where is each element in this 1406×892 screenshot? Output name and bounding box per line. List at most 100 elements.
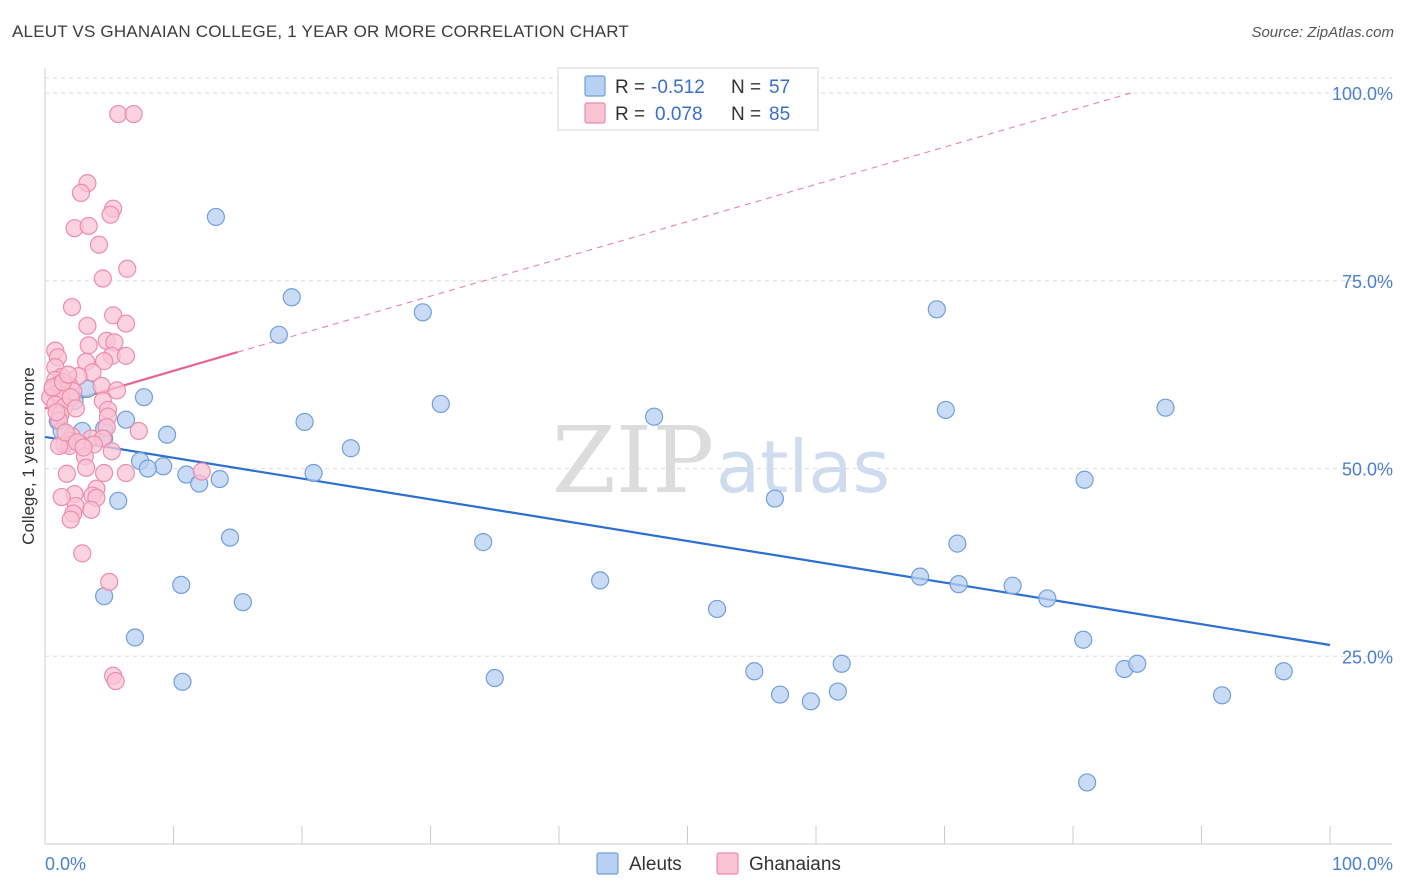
point-ghanaians-72 xyxy=(73,544,92,563)
point-aleuts-20 xyxy=(220,528,240,547)
point-aleuts-24 xyxy=(295,412,314,432)
point-aleuts-21 xyxy=(233,593,252,612)
point-aleuts-25 xyxy=(304,463,323,483)
trend-lines xyxy=(44,92,1331,647)
series-legend-swatch-aleuts xyxy=(596,852,619,875)
point-aleuts-39 xyxy=(832,654,851,673)
series-legend: Aleuts Ghanaians xyxy=(596,852,841,875)
point-aleuts-36 xyxy=(770,685,790,704)
point-aleuts-47 xyxy=(1075,470,1094,489)
point-aleuts-28 xyxy=(431,394,450,414)
point-aleuts-53 xyxy=(1212,686,1232,705)
point-ghanaians-12 xyxy=(104,306,123,325)
series-legend-label-aleuts: Aleuts xyxy=(629,854,682,875)
point-ghanaians-0 xyxy=(109,104,128,124)
chart-title: ALEUT VS GHANAIAN COLLEGE, 1 YEAR OR MOR… xyxy=(12,22,630,41)
legend-n-value-aleuts: 57 xyxy=(769,77,790,98)
point-aleuts-55 xyxy=(138,459,157,478)
legend-r-value-ghanaians: 0.078 xyxy=(655,104,703,125)
point-aleuts-54 xyxy=(1274,662,1293,681)
point-ghanaians-19 xyxy=(116,346,136,365)
point-aleuts-9 xyxy=(116,410,136,429)
point-aleuts-29 xyxy=(474,533,493,552)
tick-labels: 25.0% 50.0% 75.0% 100.0% 0.0% 100.0% xyxy=(45,84,1393,874)
point-ghanaians-62 xyxy=(57,464,76,483)
point-aleuts-35 xyxy=(765,489,784,508)
point-aleuts-48 xyxy=(1074,630,1093,649)
point-ghanaians-56 xyxy=(102,442,121,461)
point-aleuts-37 xyxy=(801,692,820,711)
point-ghanaians-73 xyxy=(100,572,119,592)
point-ghanaians-83 xyxy=(47,403,66,422)
legend-swatch-aleuts xyxy=(584,75,606,97)
x-tick-label-0: 0.0% xyxy=(45,854,86,874)
point-aleuts-34 xyxy=(745,662,764,681)
point-ghanaians-3 xyxy=(71,183,91,202)
point-ghanaians-60 xyxy=(116,463,136,483)
point-aleuts-19 xyxy=(206,207,226,227)
trend-line-aleuts xyxy=(44,435,1331,647)
point-aleuts-38 xyxy=(828,682,847,701)
point-aleuts-33 xyxy=(707,599,727,619)
y-tick-label-75: 75.0% xyxy=(1342,272,1393,292)
legend-swatch-ghanaians xyxy=(584,102,606,124)
legend-n-label-ghanaians: N = xyxy=(731,104,761,125)
point-aleuts-26 xyxy=(341,439,360,458)
point-aleuts-44 xyxy=(949,575,968,594)
point-ghanaians-69 xyxy=(82,500,101,519)
point-ghanaians-13 xyxy=(78,316,97,335)
point-ghanaians-79 xyxy=(66,399,85,418)
point-ghanaians-58 xyxy=(77,458,96,477)
point-ghanaians-7 xyxy=(79,216,98,236)
point-aleuts-49 xyxy=(1078,773,1097,792)
stats-legend: R = -0.512 N = 57 R = 0.078 N = 85 xyxy=(557,67,819,131)
point-ghanaians-35 xyxy=(107,381,127,400)
source-credit: Source: ZipAtlas.com xyxy=(1251,24,1394,41)
point-aleuts-15 xyxy=(172,575,191,595)
point-aleuts-51 xyxy=(1128,654,1147,673)
point-aleuts-32 xyxy=(644,407,664,426)
point-aleuts-31 xyxy=(591,571,610,590)
point-aleuts-10 xyxy=(125,628,145,647)
point-aleuts-30 xyxy=(485,668,504,688)
point-aleuts-11 xyxy=(134,388,154,407)
legend-n-value-ghanaians: 85 xyxy=(769,104,790,125)
point-ghanaians-11 xyxy=(62,297,82,317)
y-tick-label-25: 25.0% xyxy=(1342,647,1393,667)
watermark-zip: ZIP xyxy=(552,407,714,514)
point-ghanaians-65 xyxy=(52,487,71,507)
point-ghanaians-82 xyxy=(74,438,93,457)
watermark-atlas: atlas xyxy=(716,425,890,509)
point-aleuts-22 xyxy=(269,325,288,344)
point-aleuts-45 xyxy=(1003,576,1022,595)
legend-r-label-ghanaians: R = xyxy=(615,104,645,125)
trend-extension-ghanaians xyxy=(237,92,1131,353)
point-aleuts-18 xyxy=(210,469,229,489)
point-ghanaians-23 xyxy=(95,352,114,371)
data-points xyxy=(41,104,1293,792)
series-legend-swatch-ghanaians xyxy=(716,852,739,875)
y-axis-label: College, 1 year or more xyxy=(19,367,38,545)
point-aleuts-27 xyxy=(413,303,432,322)
x-tick-label-100: 100.0% xyxy=(1332,854,1393,874)
point-ghanaians-8 xyxy=(89,235,109,254)
point-ghanaians-31 xyxy=(92,376,111,396)
point-aleuts-41 xyxy=(927,300,946,319)
y-tick-label-100: 100.0% xyxy=(1332,84,1393,104)
axes xyxy=(44,68,1392,845)
legend-n-label-aleuts: N = xyxy=(731,77,761,98)
series-legend-label-ghanaians: Ghanaians xyxy=(749,854,841,875)
point-aleuts-42 xyxy=(936,400,955,420)
point-aleuts-52 xyxy=(1156,398,1175,417)
point-ghanaians-75 xyxy=(106,671,125,691)
point-ghanaians-46 xyxy=(129,421,148,441)
point-aleuts-7 xyxy=(109,491,128,510)
point-ghanaians-17 xyxy=(79,336,98,355)
point-ghanaians-71 xyxy=(61,510,80,529)
point-aleuts-13 xyxy=(154,457,173,476)
legend-r-label-aleuts: R = xyxy=(615,77,645,98)
point-ghanaians-59 xyxy=(95,463,114,483)
gridlines xyxy=(45,77,1392,657)
point-ghanaians-61 xyxy=(192,462,211,481)
